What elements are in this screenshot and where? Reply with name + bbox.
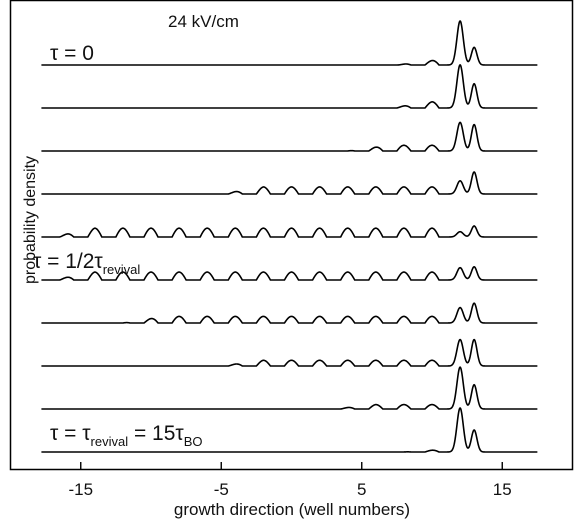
x-tick-label: 5 [357,480,366,499]
density-trace-9 [41,366,538,410]
density-trace-7 [41,302,538,324]
annotation-half-revival-main: τ = 1/2τ [33,250,103,273]
annotation-full-revival-main2: = 15τ [128,422,184,445]
x-tick-label: -15 [68,480,93,499]
x-axis-label: growth direction (well numbers) [174,500,410,519]
x-tick-label: -5 [214,480,229,499]
plot-frame [9,0,574,471]
annotation-full-revival-sub2: BO [184,434,203,449]
density-trace-8 [41,338,538,367]
density-trace-2 [41,63,538,109]
density-trace-6 [41,265,538,281]
y-axis-label: probability density [22,156,39,284]
annotation-half-revival: τ = 1/2τrevival [33,250,140,277]
density-trace-4 [41,171,538,195]
chart-title: 24 kV/cm [168,12,239,31]
annotation-full-revival: τ = τrevival = 15τBO [50,422,203,449]
annotation-tau-zero: τ = 0 [50,42,94,65]
annotation-half-revival-sub: revival [103,262,141,277]
density-trace-1 [41,20,538,66]
density-trace-3 [41,121,538,152]
density-trace-5 [41,225,538,238]
x-axis: -15 -5 5 15 [68,462,512,499]
density-trace-10 [41,407,538,453]
x-tick-label: 15 [493,480,512,499]
series-layer [41,20,538,453]
annotation-full-revival-sub1: revival [91,434,129,449]
annotation-full-revival-main1: τ = τ [50,422,91,445]
